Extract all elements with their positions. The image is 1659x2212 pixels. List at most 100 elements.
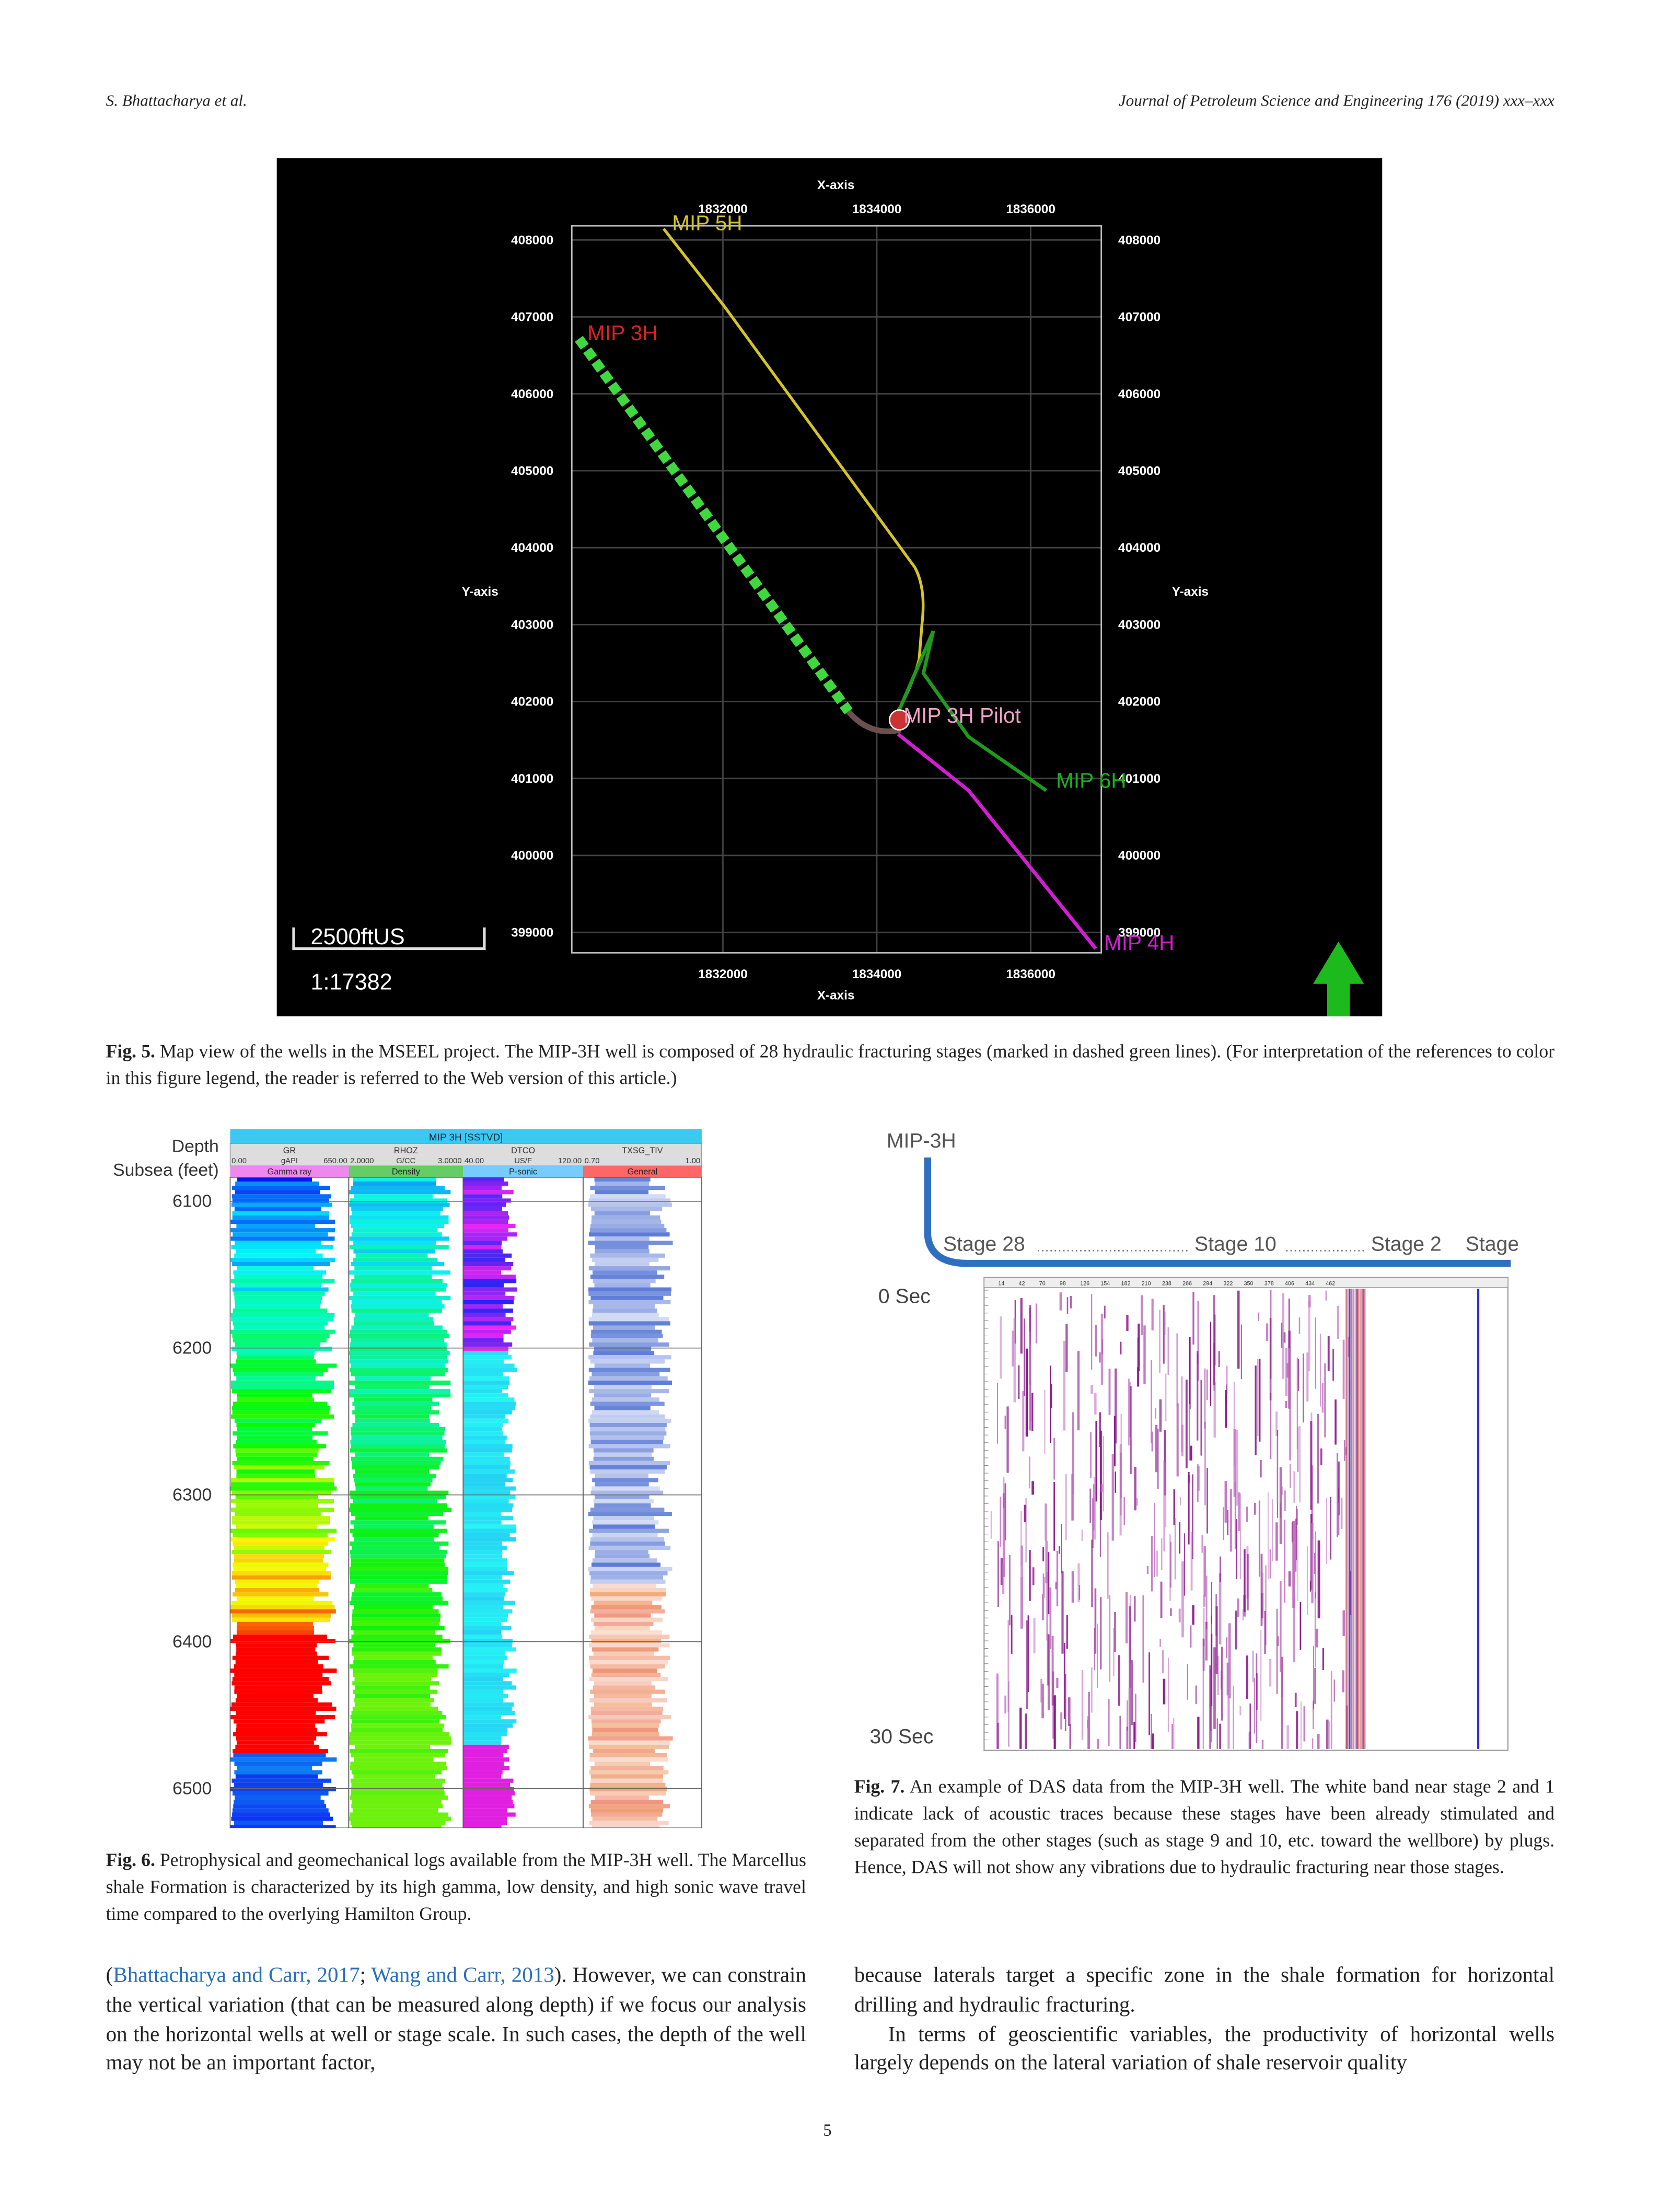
trace-tick: 322 — [1223, 1281, 1233, 1287]
log-band — [352, 1647, 442, 1652]
log-band — [355, 1694, 431, 1698]
track-max: 120.00 — [558, 1157, 582, 1165]
log-band — [349, 1393, 451, 1398]
caption-text: Petrophysical and geomechanical logs ava… — [106, 1849, 806, 1924]
log-band — [589, 1744, 669, 1749]
log-band — [236, 1651, 317, 1656]
log-band — [232, 1215, 329, 1220]
log-band — [352, 1402, 439, 1406]
log-band — [233, 1232, 328, 1237]
citation-link[interactable]: Wang and Carr, 2013 — [371, 1963, 554, 1988]
log-band — [351, 1325, 443, 1330]
log-band — [353, 1181, 436, 1186]
trace-tick: 434 — [1305, 1281, 1315, 1287]
log-band — [591, 1723, 659, 1728]
track-legend: General — [628, 1167, 658, 1176]
log-band — [593, 1499, 654, 1503]
log-band — [232, 1334, 330, 1338]
log-band — [591, 1596, 662, 1601]
log-band — [590, 1414, 665, 1419]
log-band — [350, 1198, 447, 1203]
log-band — [592, 1647, 659, 1652]
log-band — [236, 1710, 316, 1716]
track-min: 0.00 — [231, 1157, 247, 1165]
log-band — [351, 1753, 445, 1758]
log-band — [589, 1431, 667, 1436]
log-band — [230, 1605, 335, 1609]
log-band — [463, 1643, 512, 1648]
log-band — [463, 1808, 507, 1813]
log-band — [588, 1545, 671, 1550]
log-band — [353, 1673, 437, 1677]
log-band — [233, 1791, 329, 1796]
body-left-paragraph: (Bhattacharya and Carr, 2017; Wang and C… — [106, 1962, 806, 2080]
log-band — [355, 1744, 431, 1749]
log-band — [594, 1384, 652, 1389]
log-band — [236, 1351, 315, 1356]
log-band — [463, 1804, 515, 1809]
log-band — [351, 1444, 445, 1449]
citation-link[interactable]: Bhattacharya and Carr, 2017 — [113, 1963, 360, 1988]
log-band — [231, 1702, 332, 1707]
log-band — [590, 1592, 666, 1597]
log-band — [463, 1710, 515, 1716]
running-journal: Journal of Petroleum Science and Enginee… — [1118, 93, 1555, 110]
log-band — [463, 1452, 504, 1457]
log-band — [590, 1778, 663, 1783]
log-band — [236, 1643, 317, 1648]
log-band — [591, 1207, 663, 1211]
log-band — [593, 1651, 654, 1656]
trace-tick: 126 — [1080, 1281, 1089, 1287]
log-band — [237, 1456, 314, 1461]
log-band — [232, 1520, 330, 1525]
log-band — [353, 1249, 435, 1254]
log-band — [354, 1482, 431, 1487]
log-band — [463, 1499, 509, 1503]
log-band — [235, 1495, 318, 1499]
log-band — [463, 1482, 505, 1487]
log-band — [588, 1287, 671, 1292]
log-band — [593, 1456, 654, 1461]
log-band — [463, 1211, 508, 1215]
log-band — [590, 1588, 666, 1593]
log-band — [234, 1821, 323, 1825]
log-band — [351, 1224, 444, 1229]
log-band — [350, 1283, 447, 1288]
log-band — [354, 1317, 433, 1322]
log-band — [234, 1800, 324, 1804]
log-band — [352, 1211, 441, 1215]
log-band — [463, 1609, 513, 1614]
log-band — [349, 1816, 451, 1821]
log-band — [463, 1545, 507, 1550]
x-tick-label: 1836000 — [1006, 967, 1055, 981]
log-band — [353, 1177, 436, 1182]
log-band — [351, 1787, 444, 1791]
log-band — [236, 1647, 316, 1652]
log-band — [355, 1452, 430, 1457]
log-band — [594, 1177, 651, 1182]
log-band — [234, 1664, 323, 1669]
log-band — [463, 1469, 515, 1474]
text: ). However, we can constrain the vertica… — [106, 1963, 806, 2076]
log-band — [463, 1444, 513, 1449]
log-band — [350, 1762, 447, 1766]
log-band — [235, 1698, 318, 1703]
log-band — [463, 1418, 509, 1423]
log-band — [352, 1545, 440, 1550]
log-band — [463, 1571, 514, 1576]
log-band — [463, 1304, 503, 1309]
log-band — [236, 1728, 318, 1732]
y-tick-label: 405000 — [511, 464, 553, 478]
log-band — [463, 1647, 516, 1652]
well-label: MIP 6H — [1056, 768, 1126, 792]
log-band — [463, 1753, 504, 1758]
log-band — [230, 1363, 337, 1368]
log-band — [590, 1575, 663, 1580]
stage-label: Stage 10 — [1194, 1233, 1277, 1255]
log-band — [463, 1507, 513, 1512]
trace-tick: 14 — [998, 1281, 1004, 1287]
log-band — [463, 1715, 501, 1720]
log-band — [463, 1689, 504, 1694]
log-band — [349, 1351, 450, 1356]
